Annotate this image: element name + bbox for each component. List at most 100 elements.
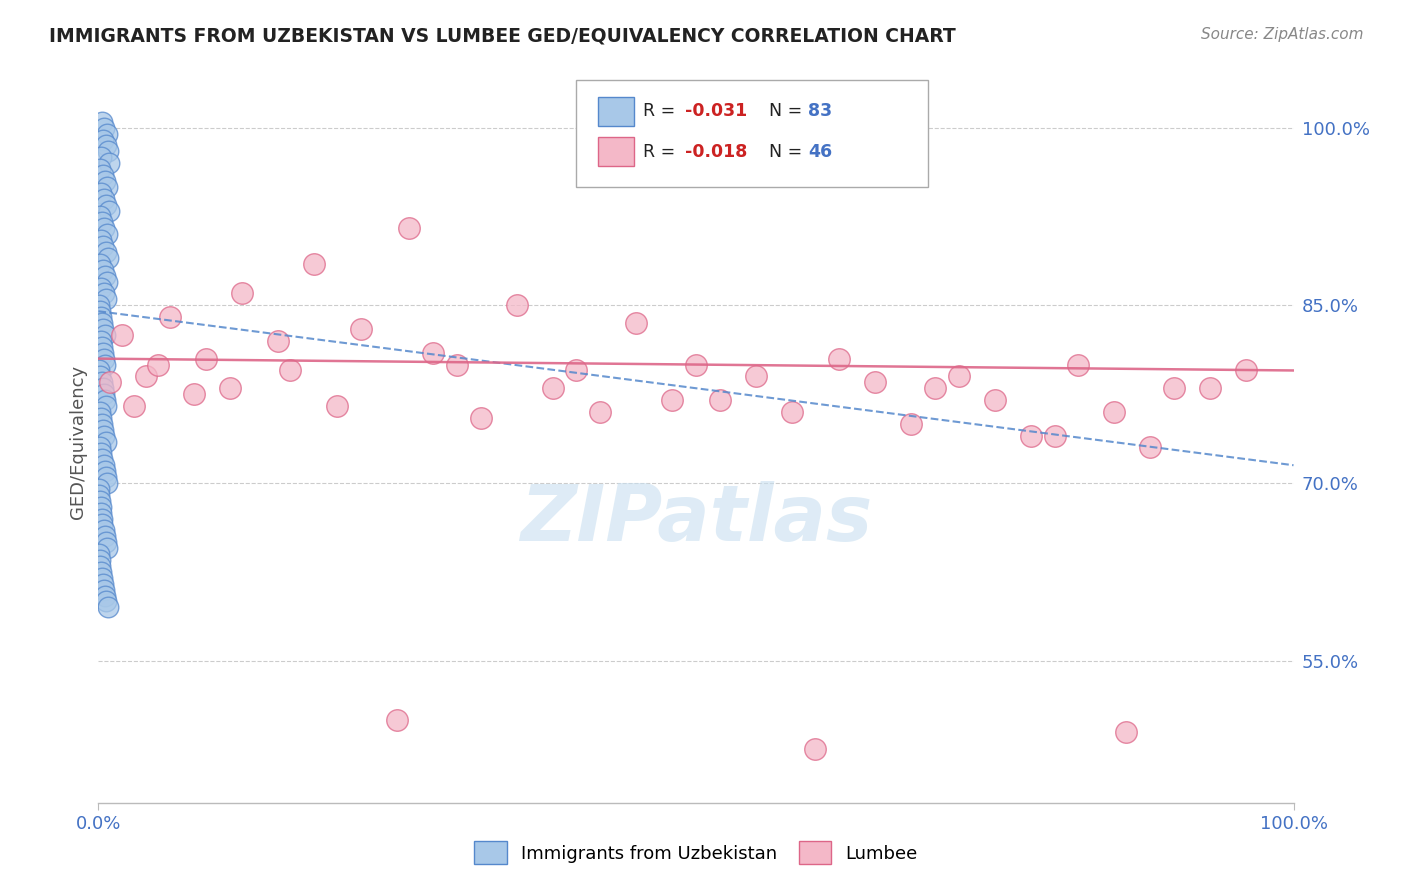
Point (91, 517, 114, 532)
Point (96, 197, 118, 211)
Point (94, 245, 117, 260)
Point (94, 358, 117, 372)
Point (96, 275, 118, 289)
Point (90, 506, 112, 520)
Point (90, 310, 112, 325)
Point (267, 334, 290, 348)
Point (93, 458, 115, 473)
Point (89, 210, 111, 224)
Point (93, 286, 115, 301)
Point (97, 203, 120, 218)
Point (90, 565, 112, 579)
Point (96, 227, 118, 242)
Point (90, 340, 112, 354)
Point (506, 298, 529, 312)
Point (94, 589, 117, 603)
Point (91, 168, 114, 182)
Point (90, 280, 112, 294)
Point (93, 524, 115, 538)
Point (685, 358, 707, 372)
Point (1234, 363, 1257, 377)
Point (91, 215, 114, 229)
Point (89, 553, 111, 567)
Point (91, 417, 114, 431)
Point (278, 363, 301, 377)
Text: 46: 46 (808, 143, 832, 161)
Point (94, 393, 117, 408)
Point (91, 114, 114, 128)
Point (1067, 358, 1090, 372)
Point (90, 511, 112, 525)
Point (1199, 381, 1222, 395)
Point (195, 351, 218, 366)
Point (1163, 381, 1185, 395)
Point (302, 257, 325, 271)
Point (91, 239, 114, 253)
Point (385, 713, 409, 727)
Point (91, 345, 114, 359)
Point (470, 410, 492, 425)
Point (94, 434, 117, 449)
Point (565, 363, 588, 377)
Point (89, 363, 111, 377)
Point (1139, 441, 1161, 455)
Point (96, 475, 118, 490)
Point (89, 257, 111, 271)
Point (94, 535, 117, 549)
Point (96, 541, 118, 556)
Text: N =: N = (769, 103, 808, 120)
Point (183, 387, 205, 401)
Point (124, 399, 146, 413)
Text: -0.018: -0.018 (685, 143, 747, 161)
Point (89, 162, 111, 177)
Point (89, 488, 111, 502)
Point (398, 221, 420, 235)
Point (924, 381, 946, 395)
Text: R =: R = (643, 143, 681, 161)
Point (89, 547, 111, 561)
Point (446, 358, 468, 372)
Point (1019, 428, 1042, 442)
Point (94, 268, 117, 283)
Point (93, 327, 115, 342)
Point (89, 441, 111, 455)
Point (91, 576, 114, 591)
Point (96, 293, 118, 307)
Point (91, 381, 114, 395)
Point (90, 186, 112, 200)
Point (745, 369, 768, 384)
Point (90, 500, 112, 514)
Point (93, 322, 115, 336)
Point (661, 393, 683, 408)
Point (93, 221, 115, 235)
Text: ZIPatlas: ZIPatlas (520, 481, 872, 557)
Point (94, 529, 117, 543)
Point (93, 120, 115, 135)
Point (94, 464, 117, 478)
Point (1043, 428, 1066, 442)
Point (865, 376, 887, 390)
Point (89, 493, 111, 508)
Point (96, 180, 118, 194)
Point (326, 399, 349, 413)
Point (541, 381, 564, 395)
Point (89, 558, 111, 573)
Point (948, 369, 970, 384)
Text: -0.031: -0.031 (685, 103, 747, 120)
Point (87, 482, 110, 496)
Point (984, 393, 1007, 408)
Point (111, 327, 134, 342)
Point (97, 145, 120, 159)
Point (98, 156, 121, 170)
Point (96, 399, 118, 413)
Text: IMMIGRANTS FROM UZBEKISTAN VS LUMBEE GED/EQUIVALENCY CORRELATION CHART: IMMIGRANTS FROM UZBEKISTAN VS LUMBEE GED… (49, 27, 956, 45)
Point (94, 174, 117, 188)
Point (90, 446, 112, 460)
Point (90, 376, 112, 390)
Point (91, 423, 114, 437)
Point (589, 405, 612, 419)
Point (709, 393, 731, 408)
Point (96, 594, 118, 608)
Text: 83: 83 (808, 103, 832, 120)
Point (90, 571, 112, 585)
